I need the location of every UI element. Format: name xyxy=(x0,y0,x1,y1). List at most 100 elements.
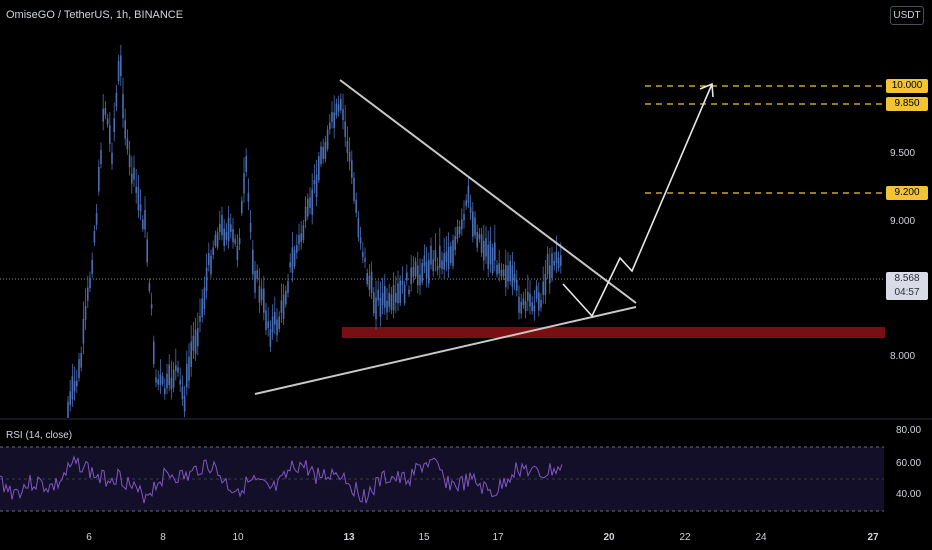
candle-body xyxy=(507,265,509,282)
candle-body xyxy=(527,291,529,301)
candle-body xyxy=(113,118,115,133)
candle-body xyxy=(302,225,305,241)
candle-body xyxy=(395,293,397,303)
rsi-tick-40: 40.00 xyxy=(896,489,922,500)
candlestick-series xyxy=(67,45,562,418)
candle-body xyxy=(106,118,109,125)
time-tick: 20 xyxy=(603,532,615,543)
candle-body xyxy=(434,250,437,261)
candle-body xyxy=(214,234,217,246)
candle-body xyxy=(238,238,241,245)
candle-body xyxy=(348,152,351,162)
candle-body xyxy=(496,264,498,275)
candle-body xyxy=(500,269,503,277)
projection-path[interactable] xyxy=(562,83,713,318)
candle-body xyxy=(472,211,474,237)
candle-body xyxy=(254,270,256,293)
candle-body xyxy=(282,294,285,319)
candle-body xyxy=(428,259,430,284)
candle-body xyxy=(544,273,547,296)
current-price-label: 8.568 04:57 xyxy=(886,272,928,300)
candle-body xyxy=(307,198,309,217)
candle-body xyxy=(417,265,419,286)
candle-body xyxy=(150,304,153,309)
candle-body xyxy=(412,266,415,277)
candle-body xyxy=(115,92,118,107)
candle-body xyxy=(474,217,476,236)
price-tick-9500: 9.500 xyxy=(890,148,916,159)
candle-body xyxy=(89,278,91,289)
candle-body xyxy=(181,386,184,400)
candle-body xyxy=(95,213,98,225)
candle-body xyxy=(278,316,280,330)
candle-body xyxy=(322,146,324,159)
time-tick: 10 xyxy=(232,532,244,543)
candle-body xyxy=(368,275,371,290)
candle-body xyxy=(109,125,111,145)
candle-body xyxy=(186,363,188,388)
candle-body xyxy=(502,269,505,277)
candle-body xyxy=(98,166,100,192)
candle-body xyxy=(384,286,386,308)
candle-body xyxy=(208,253,210,266)
candle-body xyxy=(483,240,485,261)
candle-body xyxy=(291,247,294,273)
candle-body xyxy=(221,215,223,236)
candle-body xyxy=(454,236,456,250)
rsi-band xyxy=(0,447,884,511)
candle-body xyxy=(346,140,349,153)
candle-body xyxy=(489,240,492,265)
candle-body xyxy=(469,207,472,213)
candle-body xyxy=(516,279,518,291)
candle-body xyxy=(168,364,170,386)
candle-body xyxy=(276,319,278,336)
candle-body xyxy=(73,381,76,392)
candle-body xyxy=(491,247,494,274)
candle-body xyxy=(531,302,533,312)
candle-body xyxy=(392,285,395,311)
candle-body xyxy=(436,266,439,271)
candle-body xyxy=(252,249,254,275)
candle-body xyxy=(230,224,232,232)
candle-body xyxy=(164,388,166,394)
candle-body xyxy=(232,229,234,242)
candle-body xyxy=(161,376,164,384)
candle-body xyxy=(522,298,525,306)
symbol-title[interactable]: OmiseGO / TetherUS, 1h, BINANCE xyxy=(6,9,184,21)
candle-body xyxy=(333,112,335,129)
candle-body xyxy=(375,297,377,320)
rsi-indicator-label[interactable]: RSI (14, close) xyxy=(6,430,73,441)
candle-body xyxy=(326,129,329,150)
rsi-tick-80: 80.00 xyxy=(896,425,922,436)
candle-body xyxy=(485,238,487,257)
candle-body xyxy=(258,285,261,303)
candle-body xyxy=(76,380,78,387)
candle-body xyxy=(298,234,300,245)
candle-body xyxy=(487,244,489,269)
candle-body xyxy=(280,300,283,313)
candle-body xyxy=(335,103,338,116)
candle-body xyxy=(549,265,551,284)
candle-body xyxy=(197,328,199,347)
currency-button[interactable]: USDT xyxy=(890,6,924,25)
lower-trendline[interactable] xyxy=(254,306,637,395)
candle-body xyxy=(203,287,206,309)
upper-trendline[interactable] xyxy=(339,79,637,304)
support-zone xyxy=(342,327,885,338)
candle-body xyxy=(414,261,417,277)
candle-body xyxy=(153,341,155,365)
candle-body xyxy=(245,156,247,172)
candle-body xyxy=(128,154,131,168)
candle-body xyxy=(425,261,428,279)
candle-body xyxy=(148,283,151,291)
rsi-line xyxy=(0,454,563,504)
time-tick: 8 xyxy=(160,532,166,543)
candle-body xyxy=(439,245,441,268)
candle-body xyxy=(159,374,162,385)
candle-body xyxy=(166,373,168,389)
candle-body xyxy=(390,294,393,310)
target-label-9850: 9.850 xyxy=(886,97,928,111)
candle-body xyxy=(142,219,144,230)
price-tick-9000: 9.000 xyxy=(890,216,916,227)
